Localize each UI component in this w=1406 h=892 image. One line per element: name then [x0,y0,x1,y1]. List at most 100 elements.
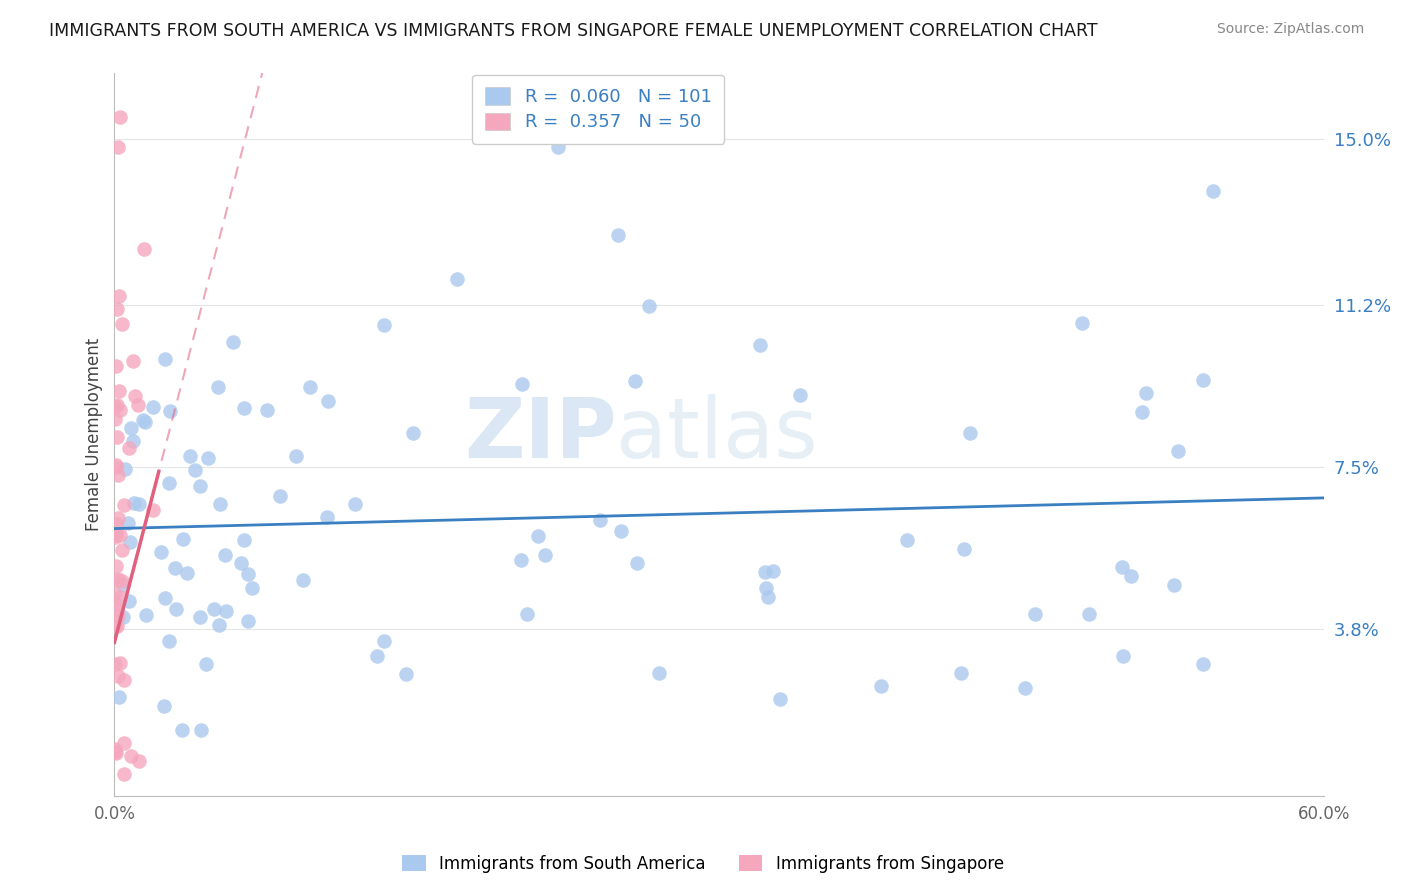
Point [118,594,141,608]
Point [950,666,973,681]
Point [157,476,180,491]
Point [648,666,671,681]
Point [1135,385,1157,400]
Point [134,242,156,256]
Text: atlas: atlas [616,394,818,475]
Point [298,380,321,394]
Point [285,449,308,463]
Point [112,767,135,781]
Point [221,335,243,350]
Point [953,542,976,557]
Point [105,528,128,542]
Point [373,634,395,648]
Point [179,449,201,463]
Text: Source: ZipAtlas.com: Source: ZipAtlas.com [1216,22,1364,37]
Point [1111,648,1133,663]
Point [105,458,128,472]
Point [135,607,157,622]
Point [122,354,145,368]
Point [176,566,198,581]
Point [110,110,132,124]
Point [112,673,135,687]
Point [163,561,186,575]
Point [104,559,127,574]
Point [104,745,127,759]
Point [366,648,388,663]
Point [624,374,647,388]
Point [1111,559,1133,574]
Point [134,415,156,429]
Point [789,388,811,402]
Point [107,608,129,623]
Point [269,490,291,504]
Point [214,548,236,562]
Point [1071,316,1094,330]
Point [157,633,180,648]
Point [1163,578,1185,592]
Point [105,399,128,413]
Point [124,496,146,510]
Point [107,603,129,617]
Point [373,318,395,333]
Point [105,746,128,760]
Point [142,400,165,414]
Point [343,497,366,511]
Text: IMMIGRANTS FROM SOUTH AMERICA VS IMMIGRANTS FROM SINGAPORE FEMALE UNEMPLOYMENT C: IMMIGRANTS FROM SOUTH AMERICA VS IMMIGRA… [49,22,1098,40]
Point [318,393,340,408]
Point [1192,657,1215,672]
Point [758,590,780,604]
Point [527,529,550,543]
Point [104,742,127,756]
Point [105,516,128,531]
Y-axis label: Female Unemployment: Female Unemployment [86,338,103,531]
Point [104,530,127,544]
Point [238,567,260,582]
Point [153,698,176,713]
Point [172,723,194,737]
Point [238,614,260,628]
Point [114,462,136,476]
Point [188,479,211,493]
Point [1167,444,1189,458]
Point [107,468,129,483]
Point [110,528,132,542]
Point [122,434,145,449]
Point [315,509,337,524]
Point [395,667,418,681]
Point [534,548,557,562]
Point [104,587,127,601]
Point [107,289,129,303]
Point [155,591,177,606]
Point [1192,373,1215,387]
Point [107,511,129,525]
Point [762,564,785,578]
Point [104,619,127,633]
Point [111,542,134,557]
Point [184,463,207,477]
Point [112,498,135,512]
Point [105,460,128,475]
Point [124,389,146,403]
Point [120,421,142,435]
Point [208,618,231,632]
Point [108,656,131,670]
Point [120,534,142,549]
Point [896,533,918,547]
Point [108,590,131,604]
Point [769,692,792,706]
Point [159,404,181,418]
Point [104,399,127,413]
Point [1078,607,1101,621]
Point [105,430,128,444]
Point [202,602,225,616]
Point [1202,184,1225,198]
Point [207,380,229,394]
Point [128,498,150,512]
Point [547,140,569,154]
Point [754,581,776,595]
Point [111,577,134,591]
Point [754,565,776,579]
Point [104,657,127,671]
Point [105,301,128,316]
Point [607,228,630,243]
